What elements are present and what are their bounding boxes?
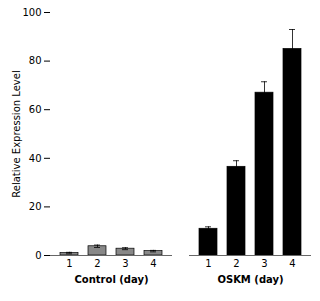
- svg-text:100: 100: [22, 7, 41, 18]
- svg-text:80: 80: [29, 55, 42, 66]
- svg-text:OSKM (day): OSKM (day): [217, 274, 283, 285]
- svg-text:3: 3: [261, 258, 267, 269]
- svg-text:1: 1: [66, 258, 72, 269]
- svg-text:2: 2: [94, 258, 100, 269]
- svg-text:20: 20: [29, 201, 42, 212]
- svg-text:3: 3: [122, 258, 128, 269]
- svg-text:4: 4: [289, 258, 295, 269]
- svg-text:Control (day): Control (day): [74, 274, 148, 285]
- svg-text:2: 2: [233, 258, 239, 269]
- svg-text:1: 1: [205, 258, 211, 269]
- svg-text:40: 40: [29, 153, 42, 164]
- svg-text:Relative Expression Level: Relative Expression Level: [11, 70, 22, 197]
- svg-text:60: 60: [29, 104, 42, 115]
- svg-text:4: 4: [150, 258, 156, 269]
- svg-text:0: 0: [35, 250, 41, 261]
